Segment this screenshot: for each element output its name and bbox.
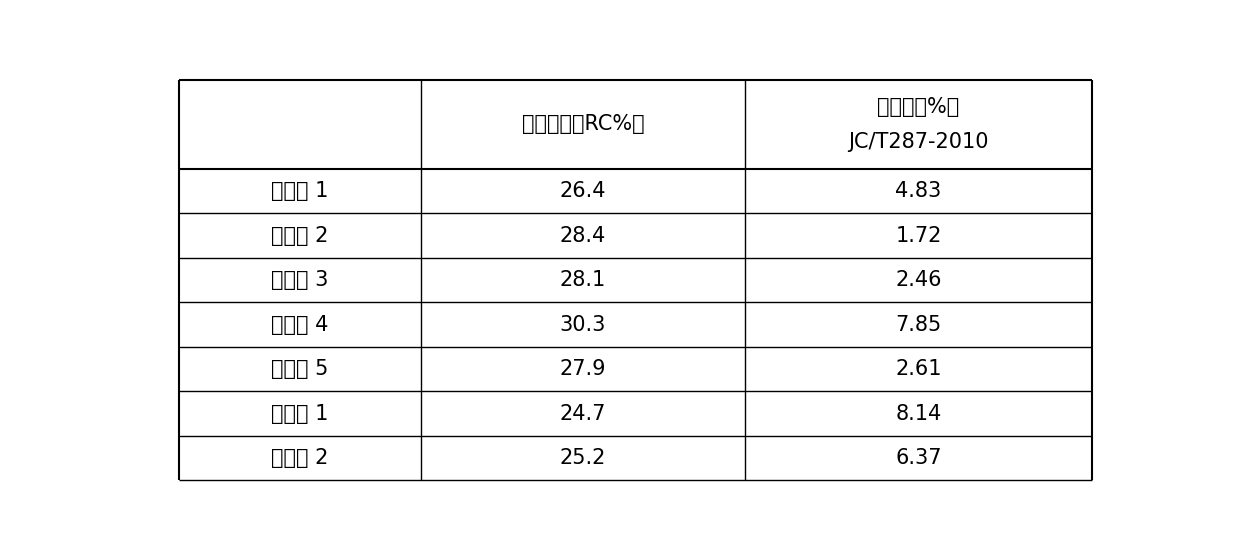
Text: 4.83: 4.83 (895, 181, 941, 201)
Text: 1.72: 1.72 (895, 226, 941, 245)
Text: 28.4: 28.4 (560, 226, 606, 245)
Text: 7.85: 7.85 (895, 315, 941, 335)
Text: 27.9: 27.9 (559, 359, 606, 379)
Text: 2.46: 2.46 (895, 270, 941, 290)
Text: 25.2: 25.2 (559, 448, 606, 468)
Text: 对比例 2: 对比例 2 (272, 448, 329, 468)
Text: 空隙率（%）: 空隙率（%） (878, 97, 960, 117)
Text: 26.4: 26.4 (559, 181, 606, 201)
Text: 24.7: 24.7 (559, 404, 606, 424)
Text: 对比例 1: 对比例 1 (272, 404, 329, 424)
Text: 实施例 5: 实施例 5 (272, 359, 329, 379)
Text: 树脂含量（RC%）: 树脂含量（RC%） (522, 115, 645, 135)
Text: JC/T287-2010: JC/T287-2010 (848, 132, 988, 152)
Text: 实施例 3: 实施例 3 (272, 270, 329, 290)
Text: 实施例 2: 实施例 2 (272, 226, 329, 245)
Text: 2.61: 2.61 (895, 359, 941, 379)
Text: 8.14: 8.14 (895, 404, 941, 424)
Text: 实施例 1: 实施例 1 (272, 181, 329, 201)
Text: 6.37: 6.37 (895, 448, 941, 468)
Text: 28.1: 28.1 (560, 270, 606, 290)
Text: 30.3: 30.3 (559, 315, 606, 335)
Text: 实施例 4: 实施例 4 (272, 315, 329, 335)
